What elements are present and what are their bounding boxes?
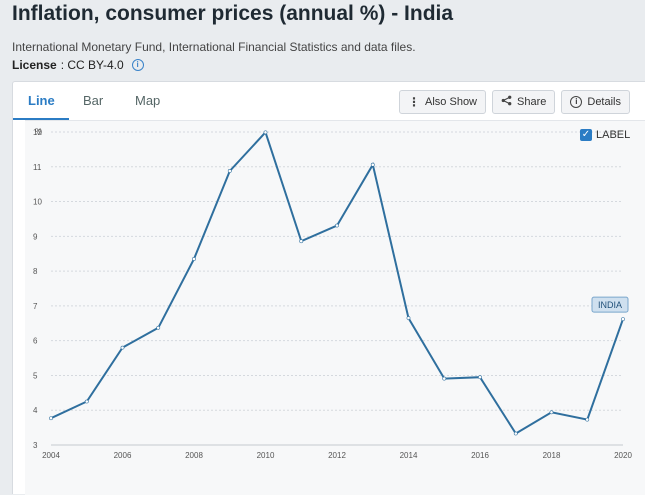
data-point[interactable] [263, 130, 268, 135]
tab-bar[interactable]: Bar [83, 93, 104, 108]
license-line: License : CC BY-4.0 i [12, 58, 144, 72]
license-label: License [12, 58, 57, 72]
details-label: Details [587, 96, 621, 108]
data-point[interactable] [227, 169, 232, 173]
data-point[interactable] [299, 239, 304, 244]
label-toggle-text: LABEL [596, 129, 631, 141]
y-tick-labels: 3 4 5 6 7 8 9 10 11 12 [33, 128, 42, 450]
x-tick-label: 2010 [257, 451, 275, 460]
y-tick-label: 11 [33, 163, 42, 172]
y-axis-label: % [35, 127, 42, 136]
y-tick-label: 6 [33, 337, 38, 346]
tab-map[interactable]: Map [135, 93, 161, 108]
x-tick-label: 2004 [42, 451, 60, 460]
info-icon[interactable]: i [131, 59, 144, 71]
data-point[interactable] [335, 223, 339, 228]
vertical-dots-icon: ⋮ [408, 95, 421, 109]
label-toggle[interactable]: ✓ LABEL [580, 129, 630, 141]
share-button[interactable]: Share [492, 90, 556, 114]
y-tick-label: 5 [33, 371, 38, 380]
data-points [49, 130, 625, 436]
data-point[interactable] [156, 325, 161, 330]
share-icon [501, 95, 512, 109]
data-point[interactable] [442, 376, 447, 381]
data-point[interactable] [49, 416, 53, 421]
y-tick-label: 10 [33, 198, 42, 207]
share-label: Share [517, 96, 547, 108]
source-text: International Monetary Fund, Internation… [12, 40, 416, 54]
series-label-text: INDIA [598, 300, 622, 310]
chart-tabs: Line Bar Map [13, 82, 179, 120]
data-point[interactable] [406, 316, 411, 320]
chart-panel: Line Bar Map ⋮ Also Show Share i Details [12, 81, 645, 495]
data-point[interactable] [84, 399, 89, 404]
x-tick-label: 2006 [114, 451, 132, 460]
x-tick-label: 2014 [400, 451, 418, 460]
data-point[interactable] [621, 317, 625, 322]
data-point[interactable] [192, 257, 196, 261]
x-tick-label: 2008 [185, 451, 203, 460]
data-point[interactable] [120, 345, 125, 350]
chart-actions: ⋮ Also Show Share i Details [399, 90, 630, 114]
x-tick-label: 2018 [543, 451, 561, 460]
x-tick-label: 2020 [614, 451, 632, 460]
plot-area: 3 4 5 6 7 8 9 10 11 12 2004 2006 2008 2010 2012 2014 20… [25, 120, 645, 495]
info-circle-icon: i [570, 96, 583, 108]
also-show-label: Also Show [425, 96, 478, 108]
data-point[interactable] [513, 431, 518, 436]
x-tick-labels: 2004 2006 2008 2010 2012 2014 2016 2018 2020 [42, 451, 632, 460]
y-tick-label: 3 [33, 441, 38, 450]
x-tick-label: 2012 [328, 451, 346, 460]
data-point[interactable] [585, 417, 590, 422]
details-button[interactable]: i Details [561, 90, 630, 114]
page-title: Inflation, consumer prices (annual %) - … [12, 2, 454, 25]
y-tick-label: 8 [33, 267, 38, 276]
data-point[interactable] [370, 162, 375, 167]
license-value: : CC BY-4.0 [60, 58, 124, 72]
y-tick-label: 7 [33, 302, 38, 311]
label-checkbox[interactable]: ✓ [580, 129, 592, 141]
series-label: INDIA [591, 296, 629, 313]
y-tick-label: 9 [33, 232, 38, 241]
y-tick-label: 12 [33, 128, 42, 137]
tab-line[interactable]: Line [13, 82, 69, 120]
data-point[interactable] [478, 375, 482, 380]
grid-lines [51, 131, 623, 446]
y-tick-label: 4 [33, 406, 38, 415]
data-point[interactable] [549, 410, 554, 415]
x-tick-label: 2016 [471, 451, 489, 460]
series-line-india [50, 130, 624, 435]
also-show-button[interactable]: ⋮ Also Show [399, 90, 487, 114]
